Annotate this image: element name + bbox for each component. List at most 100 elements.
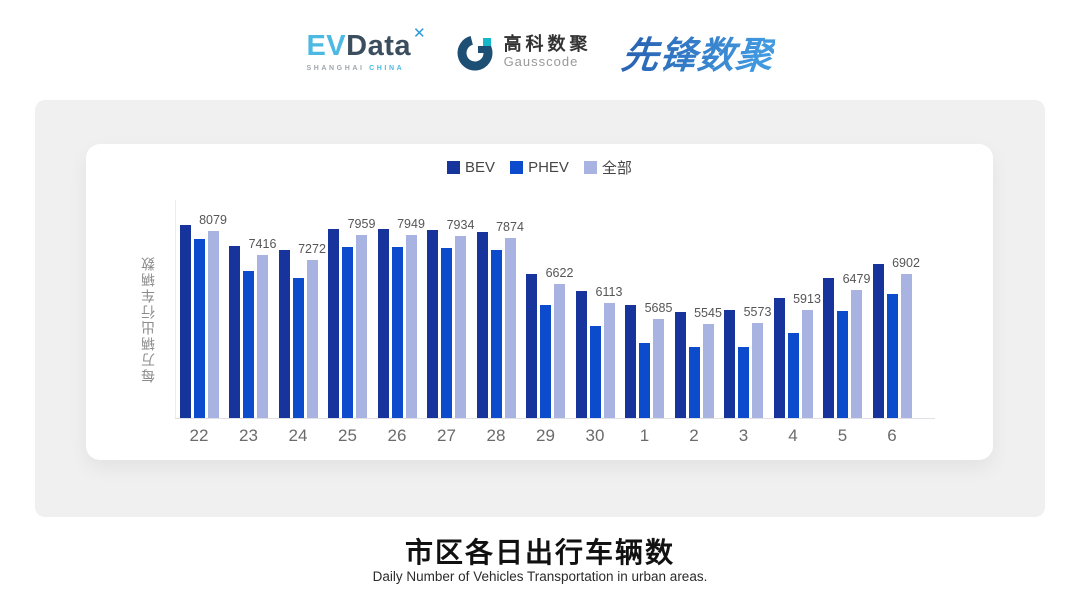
bar-全部-6 [900, 274, 912, 418]
bar-PHEV-23 [243, 271, 254, 418]
evdata-wordmark: EV Data ✕ [306, 26, 425, 62]
bar-全部-27 [455, 236, 466, 418]
y-axis-title: 每万辆出行车辆数 [140, 255, 156, 383]
bar-全部-4 [801, 310, 813, 418]
bar-PHEV-1 [639, 343, 650, 418]
bar-BEV-28 [476, 232, 488, 418]
x-tick-28: 28 [486, 426, 506, 445]
evdata-ev-text: EV [306, 30, 347, 62]
bar-全部-2 [702, 324, 714, 418]
gausscode-logo: 高科数聚 Gausscode [456, 32, 592, 72]
x-tick-6: 6 [887, 426, 897, 445]
bar-value-label-4: 5913 [793, 292, 821, 306]
legend-label: PHEV [528, 159, 569, 176]
bar-value-label-24: 7272 [298, 242, 326, 256]
gausscode-text: 高科数聚 Gausscode [504, 34, 592, 70]
bar-BEV-2 [674, 312, 686, 418]
gausscode-en-text: Gausscode [503, 53, 579, 69]
bar-value-label-30: 6113 [595, 285, 623, 299]
bar-全部-5 [851, 290, 862, 418]
bar-全部-24 [306, 260, 318, 418]
bar-PHEV-2 [688, 347, 700, 418]
xianfeng-logo: 先锋数聚 [619, 25, 777, 79]
gausscode-cn-text: 高科数聚 [503, 34, 592, 55]
bar-PHEV-22 [193, 239, 205, 418]
bar-value-label-25: 7959 [347, 217, 376, 231]
x-tick-2: 2 [689, 426, 699, 445]
bar-value-label-26: 7949 [397, 217, 425, 231]
legend-swatch-icon [510, 161, 524, 174]
evdata-shanghai-text: SHANGHAI [306, 65, 365, 72]
bar-value-label-22: 8079 [199, 213, 227, 227]
x-tick-5: 5 [837, 426, 848, 445]
legend-item-全部[interactable]: 全部 [583, 157, 632, 178]
x-tick-24: 24 [288, 426, 308, 445]
bar-value-label-2: 5545 [694, 306, 722, 320]
legend-label: BEV [465, 159, 496, 176]
bar-全部-23 [257, 255, 268, 418]
chart-card: BEV PHEV 全部 每万辆出行车辆数 8079 22 7416 2 3 7272 24 795… [86, 144, 993, 460]
bar-value-label-27: 7934 [446, 218, 475, 232]
bar-value-label-5: 6479 [842, 272, 871, 286]
legend-swatch-icon [583, 161, 597, 174]
bar-PHEV-27 [441, 248, 452, 418]
bar-PHEV-3 [738, 347, 749, 418]
bar-BEV-29 [526, 274, 537, 418]
bar-BEV-3 [724, 310, 735, 418]
bar-PHEV-4 [787, 333, 799, 418]
bar-全部-29 [554, 284, 565, 418]
bar-BEV-25 [328, 229, 339, 418]
x-tick-30: 30 [585, 426, 605, 445]
legend-item-PHEV[interactable]: PHEV [510, 159, 569, 176]
bar-全部-22 [207, 231, 219, 418]
bar-value-label-6: 6902 [892, 256, 920, 270]
bar-BEV-26 [377, 229, 389, 418]
bar-PHEV-28 [490, 250, 502, 418]
bar-BEV-1 [625, 305, 636, 418]
bar-value-label-1: 5685 [644, 301, 673, 315]
x-tick-4: 4 [788, 426, 798, 445]
bar-全部-28 [504, 238, 516, 418]
bar-全部-30 [603, 303, 615, 418]
header-logos: EV Data ✕ SHANGHAI CHINA 高科数聚 Gausscode 先锋… [0, 20, 1080, 84]
bar-PHEV-5 [837, 311, 848, 418]
bar-PHEV-25 [342, 247, 353, 418]
bar-BEV-6 [872, 264, 884, 418]
bar-PHEV-24 [292, 278, 304, 418]
evdata-subtext: SHANGHAI CHINA [306, 65, 425, 72]
evdata-logo: EV Data ✕ SHANGHAI CHINA [306, 26, 425, 72]
bar-value-label-23: 7416 [248, 237, 277, 251]
chart-subtitle: Daily Number of Vehicles Transportation … [372, 569, 708, 584]
bar-全部-1 [653, 319, 664, 418]
bar-PHEV-6 [886, 294, 898, 418]
bar-BEV-27 [427, 230, 438, 418]
bar-BEV-24 [278, 250, 290, 418]
legend-swatch-icon [447, 161, 461, 174]
evdata-china-text: CHINA [369, 65, 405, 72]
bar-全部-3 [752, 323, 763, 418]
x-tick-22: 22 [189, 426, 209, 445]
evdata-data-text: Data [346, 30, 411, 62]
x-axis-line [175, 418, 935, 419]
bar-PHEV-26 [391, 247, 403, 418]
bar-PHEV-30 [589, 326, 601, 418]
bar-PHEV-29 [540, 305, 551, 418]
legend-label: 全部 [601, 160, 632, 177]
bar-BEV-23 [229, 246, 240, 418]
gausscode-g-icon [456, 32, 496, 72]
bar-全部-26 [405, 235, 417, 418]
evdata-star-icon: ✕ [412, 25, 426, 42]
x-tick-27: 27 [437, 426, 456, 445]
x-tick-1: 1 [639, 426, 650, 445]
x-tick-26: 26 [387, 426, 407, 445]
bar-value-label-3: 5573 [743, 305, 772, 319]
bar-BEV-4 [773, 298, 785, 418]
legend-item-BEV[interactable]: BEV [447, 159, 495, 176]
bar-value-label-28: 7874 [496, 220, 524, 234]
chart-title: 市区各日出行车辆数 [404, 537, 675, 568]
bar-value-label-29: 6622 [545, 266, 574, 280]
chart-legend: BEV PHEV 全部 [86, 157, 993, 178]
y-axis-line [175, 200, 176, 418]
x-tick-3: 3 [738, 426, 749, 445]
